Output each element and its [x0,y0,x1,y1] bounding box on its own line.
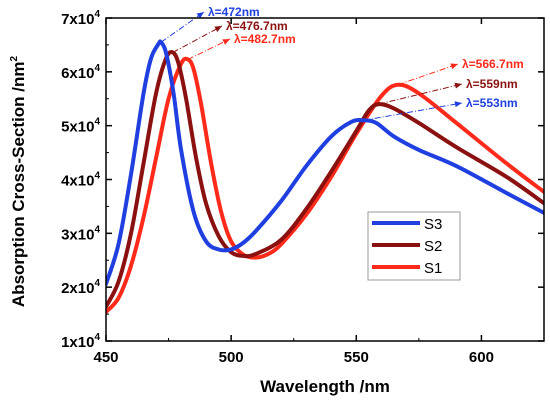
peak-annotation: λ=472nm [160,5,260,43]
annotation-label: λ=553nm [466,96,518,110]
annotation-leader-line [160,11,205,43]
legend-label-s2: S2 [424,238,442,255]
annotation-leader-line [172,25,223,53]
annotation-label: λ=482.7nm [234,32,296,46]
y-tick-label: 5x104 [61,117,100,136]
legend-label-s3: S3 [424,216,442,233]
legend-label-s1: S1 [424,260,442,277]
annotation-arrowhead [454,101,462,108]
axes-layer: 450 500 550 600 1x104 2x104 3x104 4x104 5x104 6x1… [9,9,545,396]
annotation-label: λ=566.7nm [462,57,524,71]
x-tick-label: 550 [344,349,369,366]
series-line-s1 [106,56,544,314]
annotation-arrowhead [214,26,222,32]
peak-annotation: λ=566.7nm [397,57,524,86]
annotation-leader-line [187,38,231,60]
y-tick-label: 1x104 [61,332,100,351]
x-tick-label: 450 [93,349,118,366]
x-tick-label: 500 [219,349,244,366]
annotation-leader-line [397,63,459,86]
y-tick-label: 7x104 [61,9,100,28]
y-axis-title: Absorption Cross-Section /nm2 [9,55,28,307]
annotation-label: λ=476.7nm [226,19,288,33]
y-tick-label: 6x104 [61,63,100,82]
annotation-leader-line [378,83,463,105]
series-line-s3 [106,39,544,286]
peak-annotation: λ=482.7nm [187,32,296,60]
series-layer [106,39,544,314]
y-tick-label: 4x104 [61,171,100,190]
annotation-arrowhead [222,39,230,45]
peak-annotation: λ=553nm [363,96,518,121]
annotation-label: λ=559nm [466,77,518,91]
y-tick-label: 3x104 [61,224,100,243]
annotation-label: λ=472nm [208,5,260,19]
x-tick-label: 600 [469,349,494,366]
series-line-s2 [106,50,544,309]
legend: S3 S2 S1 [367,211,461,281]
annotation-arrowhead [196,12,204,19]
annotation-arrowhead [450,63,458,70]
y-tick-label: 2x104 [61,278,100,297]
x-axis-title: Wavelength /nm [260,377,390,396]
peak-annotation: λ=476.7nm [172,19,288,53]
peak-annotation: λ=559nm [378,77,518,105]
annotation-leader-line [363,102,463,121]
annotation-arrowhead [454,82,462,89]
